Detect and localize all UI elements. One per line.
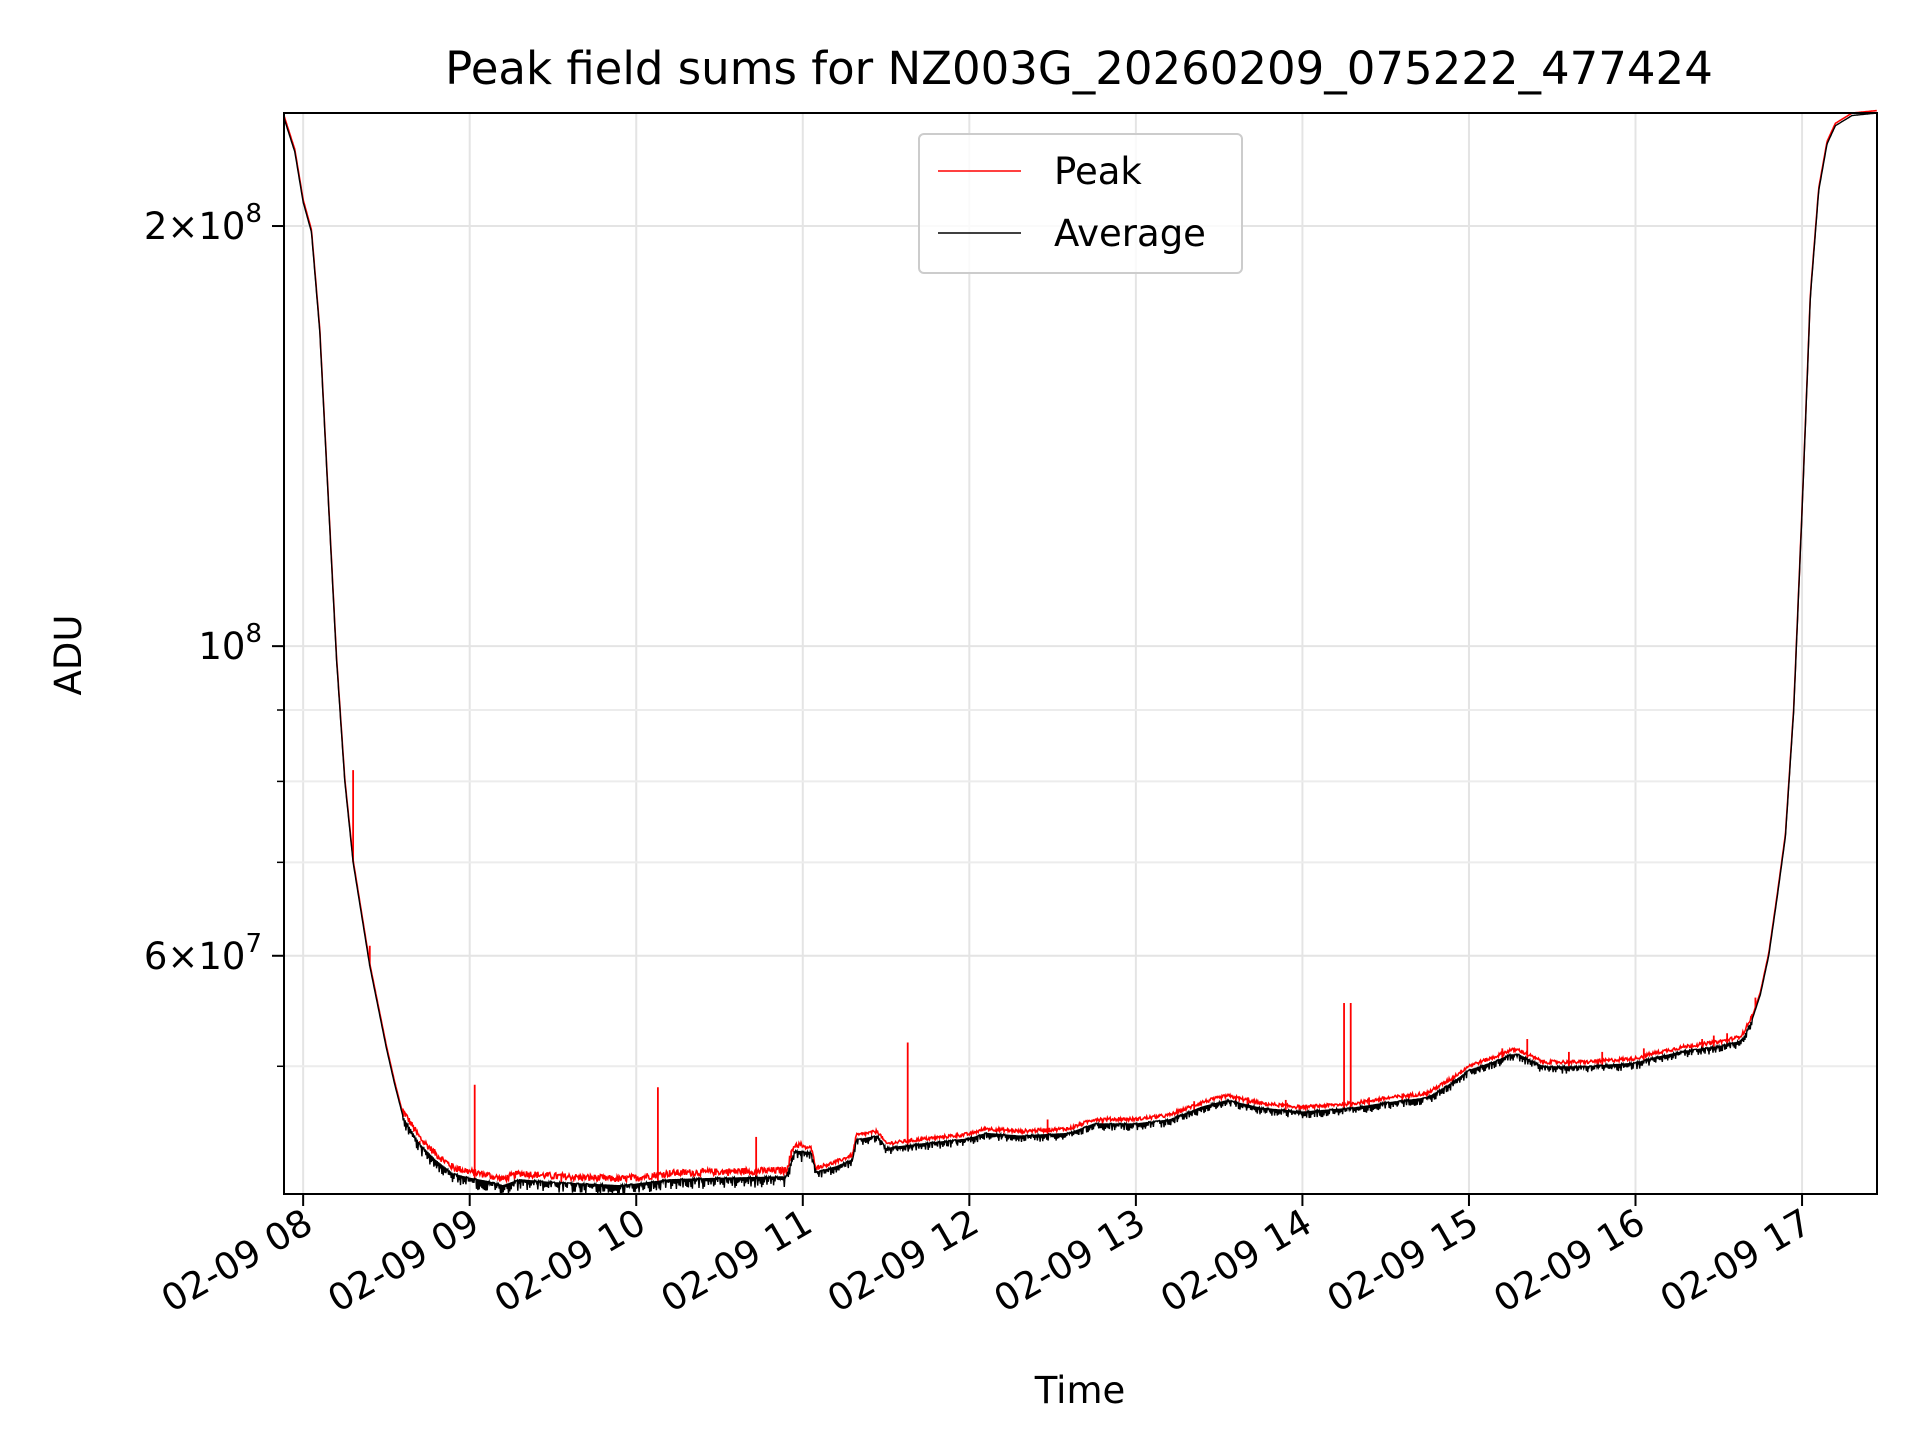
x-axis-label: Time — [1034, 1369, 1126, 1412]
chart-title: Peak field sums for NZ003G_20260209_0752… — [445, 42, 1713, 95]
y-axis-label: ADU — [47, 615, 90, 696]
grid-lines — [284, 113, 1877, 1194]
peak-series-line — [283, 109, 1877, 1185]
legend-average-label: Average — [1054, 212, 1206, 255]
y-tick-label: 2×108 — [144, 199, 262, 248]
plot-frame — [283, 112, 1878, 1195]
legend-peak-label: Peak — [1054, 150, 1142, 193]
y-tick-label: 6×107 — [144, 929, 262, 978]
average-series-line — [283, 112, 1877, 1195]
legend-box — [918, 133, 1243, 274]
legend: Peak Average — [918, 133, 1243, 274]
y-tick-label: 108 — [198, 619, 262, 668]
plot-data — [283, 109, 1877, 1195]
